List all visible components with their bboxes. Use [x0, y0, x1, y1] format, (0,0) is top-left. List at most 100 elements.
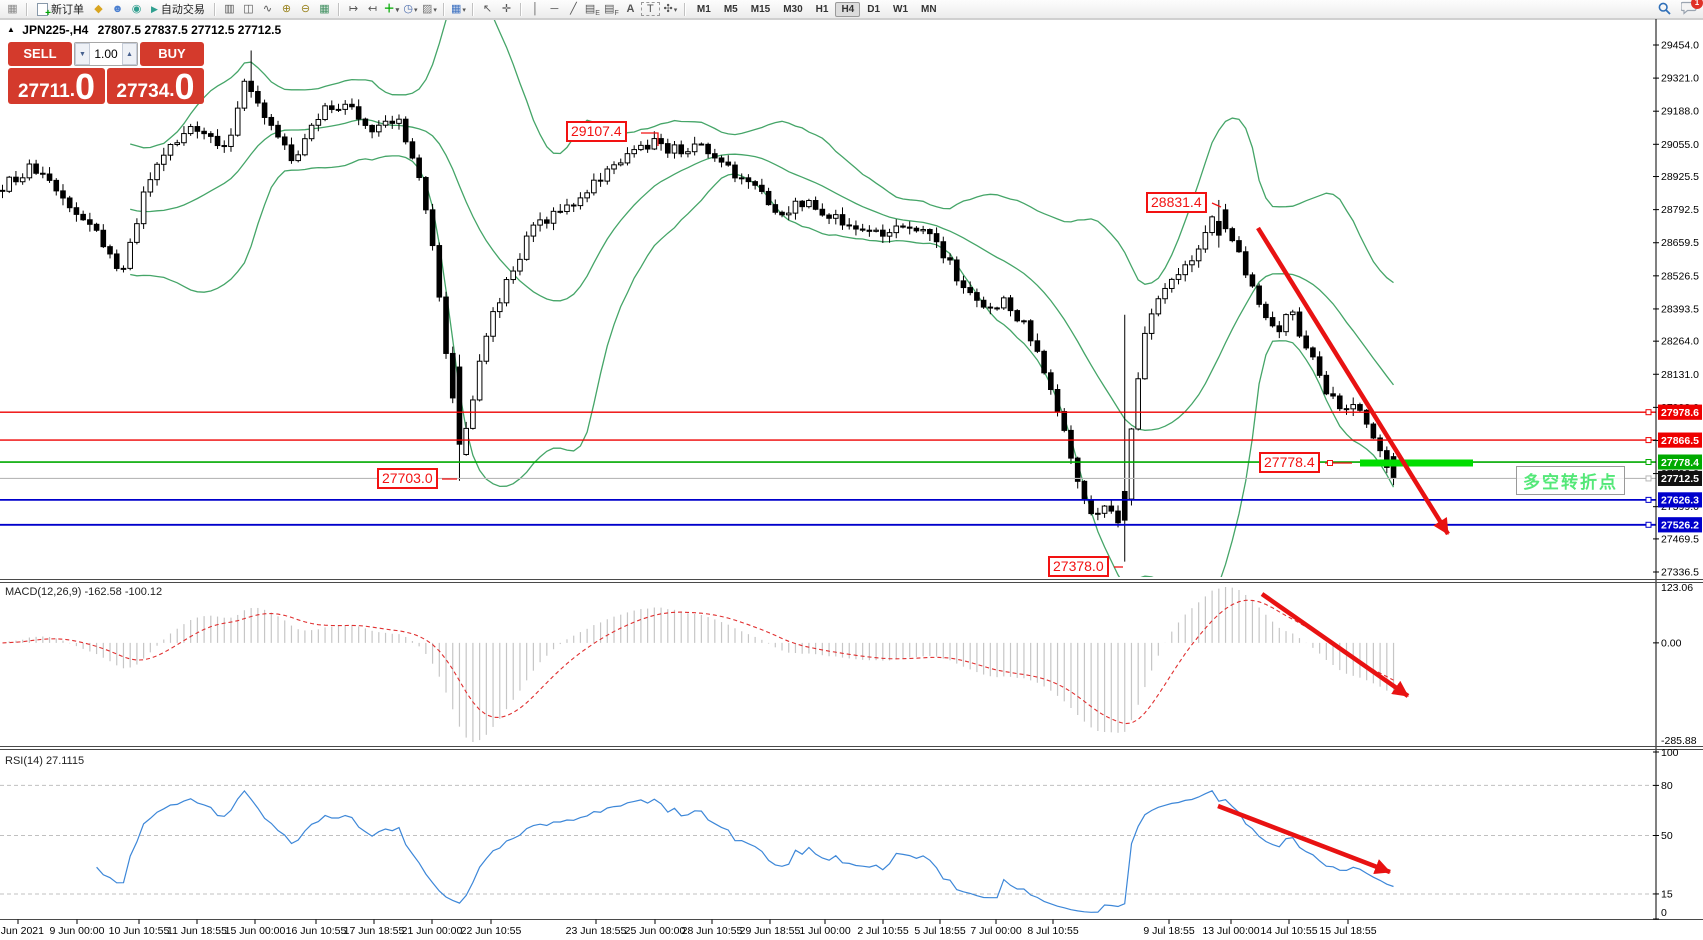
- buy-button[interactable]: BUY: [140, 42, 204, 66]
- timeframe-h4[interactable]: H4: [835, 1, 861, 17]
- svg-text:27626.3: 27626.3: [1661, 495, 1699, 507]
- cursor-icon[interactable]: ↖: [482, 2, 493, 15]
- svg-text:0: 0: [1661, 907, 1667, 919]
- auto-trading-label: 自动交易: [160, 4, 205, 16]
- periods-button[interactable]: ◷▾: [403, 2, 418, 15]
- text-label-icon[interactable]: T: [640, 2, 660, 16]
- text-tool-icon[interactable]: A: [626, 2, 635, 15]
- toolbar-separator: [442, 2, 445, 16]
- svg-text:1 Jul 00:00: 1 Jul 00:00: [799, 925, 851, 937]
- equidistant-channel-icon[interactable]: ▤E: [584, 2, 600, 17]
- svg-text:27712.5: 27712.5: [1661, 473, 1699, 485]
- candlestick-icon[interactable]: ◫: [243, 2, 254, 15]
- horizontal-line-icon[interactable]: ─: [550, 2, 559, 15]
- add-indicator-button[interactable]: ＋▾: [383, 2, 400, 15]
- svg-text:123.06: 123.06: [1661, 582, 1693, 594]
- timeframe-m1[interactable]: M1: [696, 3, 711, 15]
- sell-price-frac: 0: [75, 66, 96, 107]
- svg-text:29 Jun 18:55: 29 Jun 18:55: [740, 925, 801, 937]
- price-callout: 29107.4: [566, 121, 627, 142]
- chart-title: ▲ JPN225-,H4 27807.5 27837.5 27712.5 277…: [7, 23, 281, 37]
- svg-text:27526.2: 27526.2: [1661, 520, 1699, 532]
- profile-icon[interactable]: ☻: [111, 2, 124, 15]
- price-callout: 27778.4: [1259, 452, 1320, 473]
- sell-price[interactable]: 27711. 0: [8, 66, 105, 107]
- search-icon[interactable]: [1658, 2, 1671, 20]
- volume-value[interactable]: 1.00: [94, 47, 118, 61]
- new-order-button[interactable]: + 新订单: [33, 1, 88, 18]
- trendline-icon[interactable]: ╱: [570, 2, 577, 15]
- new-order-icon: +: [37, 2, 51, 18]
- tile-windows-icon[interactable]: ▦: [319, 2, 330, 15]
- auto-trading-icon: ▶: [151, 3, 158, 14]
- svg-text:10 Jun 10:55: 10 Jun 10:55: [109, 925, 170, 937]
- svg-text:28659.5: 28659.5: [1661, 237, 1699, 249]
- grid-button[interactable]: ▦▾: [450, 2, 466, 15]
- toolbar-separator: [213, 2, 216, 16]
- toolbar-separator: [26, 2, 28, 16]
- svg-text:17 Jun 18:55: 17 Jun 18:55: [344, 925, 405, 937]
- chat-badge: 1: [1691, 0, 1703, 9]
- buy-price-frac: 0: [174, 66, 195, 107]
- buy-price-main: 27734: [116, 81, 170, 102]
- auto-scroll-icon[interactable]: ↦: [348, 2, 359, 15]
- svg-text:100: 100: [1661, 747, 1679, 759]
- chart-window-icon[interactable]: ▦: [7, 2, 18, 15]
- timeframe-w1[interactable]: W1: [893, 3, 909, 15]
- sell-button[interactable]: SELL: [8, 42, 72, 66]
- chat-button[interactable]: 1: [1680, 0, 1703, 20]
- svg-text:7 Jun 2021: 7 Jun 2021: [0, 925, 44, 937]
- turning-point-note: 多空转折点: [1516, 466, 1625, 495]
- svg-text:27978.6: 27978.6: [1661, 407, 1699, 419]
- price-callout: 27703.0: [377, 468, 438, 489]
- svg-text:29055.0: 29055.0: [1661, 139, 1699, 151]
- svg-text:50: 50: [1661, 830, 1673, 842]
- templates-button[interactable]: ▨▾: [421, 2, 437, 15]
- svg-text:13 Jul 00:00: 13 Jul 00:00: [1202, 925, 1259, 937]
- svg-text:RSI(14) 27.1115: RSI(14) 27.1115: [5, 755, 84, 767]
- line-chart-icon[interactable]: ∿: [262, 2, 273, 15]
- volume-increase-button[interactable]: ▲: [122, 43, 137, 65]
- svg-text:15: 15: [1661, 888, 1673, 900]
- collapse-triangle-icon[interactable]: ▲: [7, 25, 15, 34]
- arrows-tool-icon[interactable]: ✣▾: [663, 2, 678, 15]
- eraser-icon[interactable]: ◆: [94, 2, 103, 15]
- timeframe-m15[interactable]: M15: [750, 3, 771, 15]
- buy-price[interactable]: 27734. 0: [107, 66, 204, 107]
- zoom-in-icon[interactable]: ⊕: [281, 2, 292, 15]
- zoom-out-icon[interactable]: ⊖: [300, 2, 311, 15]
- svg-text:5 Jul 18:55: 5 Jul 18:55: [914, 925, 966, 937]
- timeframe-h1[interactable]: H1: [815, 3, 829, 15]
- one-click-trading-panel: SELL ▼ 1.00 ▲ BUY 27711. 0 27734. 0: [8, 42, 204, 107]
- main-toolbar: ▦ + 新订单 ◆ ☻ ◉ ▶ 自动交易 ▥ ◫ ∿ ⊕ ⊖ ▦ ↦ ↤ ＋▾ …: [0, 0, 1703, 19]
- timeframe-m5[interactable]: M5: [723, 3, 738, 15]
- signal-icon[interactable]: ◉: [131, 2, 142, 15]
- svg-text:25 Jun 00:00: 25 Jun 00:00: [625, 925, 686, 937]
- crosshair-icon[interactable]: ✛: [501, 2, 512, 15]
- timeframe-m30[interactable]: M30: [783, 3, 803, 15]
- toolbar-separator: [471, 2, 474, 16]
- bar-chart-icon[interactable]: ▥: [224, 2, 235, 15]
- vertical-line-icon[interactable]: │: [531, 2, 539, 15]
- svg-text:-285.88: -285.88: [1661, 735, 1697, 747]
- svg-text:9 Jul 18:55: 9 Jul 18:55: [1143, 925, 1195, 937]
- fibonacci-icon[interactable]: ▤F: [604, 2, 619, 17]
- timeframe-d1[interactable]: D1: [867, 3, 881, 15]
- ohlc-values: 27807.5 27837.5 27712.5 27712.5: [97, 23, 282, 37]
- svg-text:7 Jul 00:00: 7 Jul 00:00: [970, 925, 1022, 937]
- svg-text:15 Jul 18:55: 15 Jul 18:55: [1319, 925, 1376, 937]
- auto-trading-button[interactable]: ▶ 自动交易: [147, 1, 209, 17]
- chart-shift-icon[interactable]: ↤: [367, 2, 378, 15]
- svg-text:27778.4: 27778.4: [1661, 457, 1699, 469]
- volume-decrease-button[interactable]: ▼: [75, 43, 90, 65]
- svg-text:27469.5: 27469.5: [1661, 533, 1699, 545]
- timeframe-bar: M1 M5 M15 M30 H1 H4 D1 W1 MN: [691, 1, 943, 17]
- timeframe-mn[interactable]: MN: [921, 3, 937, 15]
- svg-text:28925.5: 28925.5: [1661, 171, 1699, 183]
- svg-text:22 Jun 10:55: 22 Jun 10:55: [461, 925, 522, 937]
- symbol-timeframe: JPN225-,H4: [22, 23, 89, 37]
- svg-text:23 Jun 18:55: 23 Jun 18:55: [566, 925, 627, 937]
- svg-text:28131.0: 28131.0: [1661, 369, 1699, 381]
